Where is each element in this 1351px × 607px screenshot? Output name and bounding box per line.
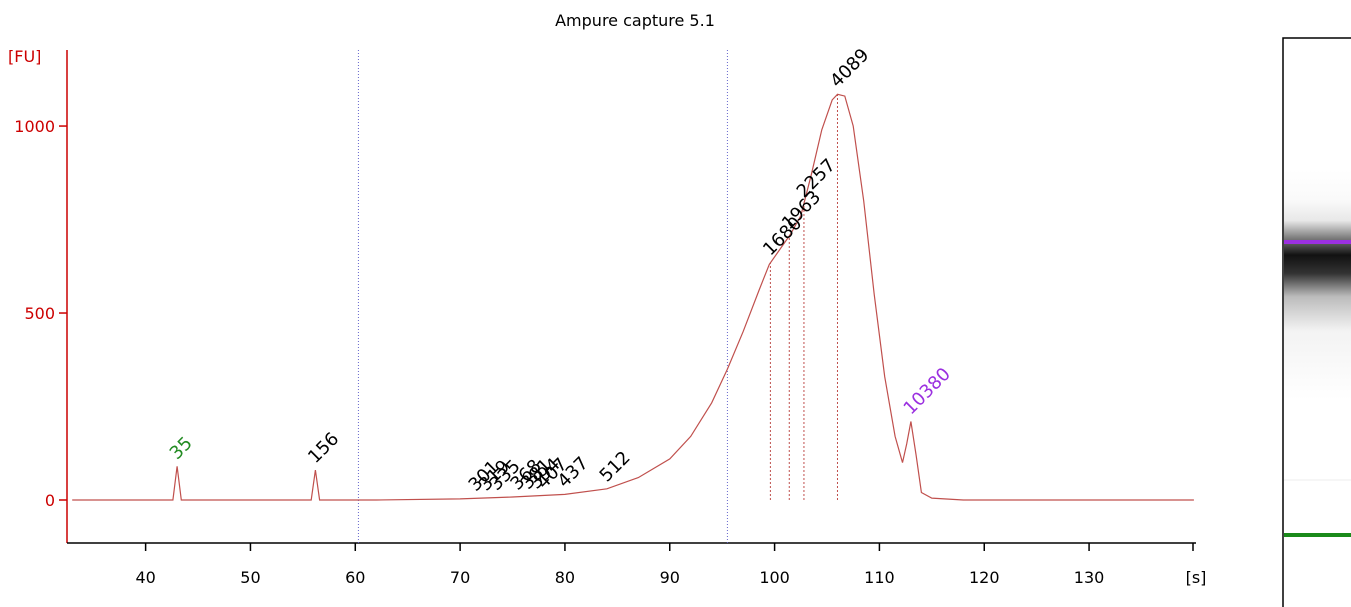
trace xyxy=(72,93,1194,501)
y-tick-label: 0 xyxy=(45,491,55,510)
lower-marker xyxy=(1284,533,1351,537)
peak-label: 10380 xyxy=(900,364,955,419)
y-axis-label: [FU] xyxy=(8,47,41,66)
x-tick-label: 50 xyxy=(240,568,260,587)
y-tick-label: 500 xyxy=(24,304,55,323)
x-tick-label: 80 xyxy=(555,568,575,587)
x-tick-label: 70 xyxy=(450,568,470,587)
x-tick-label: 110 xyxy=(864,568,895,587)
peak-label: 35 xyxy=(166,433,197,464)
x-tick-label: 60 xyxy=(345,568,365,587)
peak-label: 156 xyxy=(304,428,343,467)
peak-label: 4089 xyxy=(826,45,873,92)
x-tick-label: 40 xyxy=(135,568,155,587)
x-tick-label: 120 xyxy=(969,568,1000,587)
chart-title: Ampure capture 5.1 xyxy=(555,11,715,30)
gel-band xyxy=(1284,170,1351,400)
y-tick-label: 1000 xyxy=(14,117,55,136)
x-tick-label: 100 xyxy=(759,568,790,587)
x-tick-label: 90 xyxy=(660,568,680,587)
x-tick-label: 130 xyxy=(1074,568,1105,587)
upper-marker xyxy=(1284,240,1351,244)
x-axis-label: [s] xyxy=(1186,568,1207,587)
